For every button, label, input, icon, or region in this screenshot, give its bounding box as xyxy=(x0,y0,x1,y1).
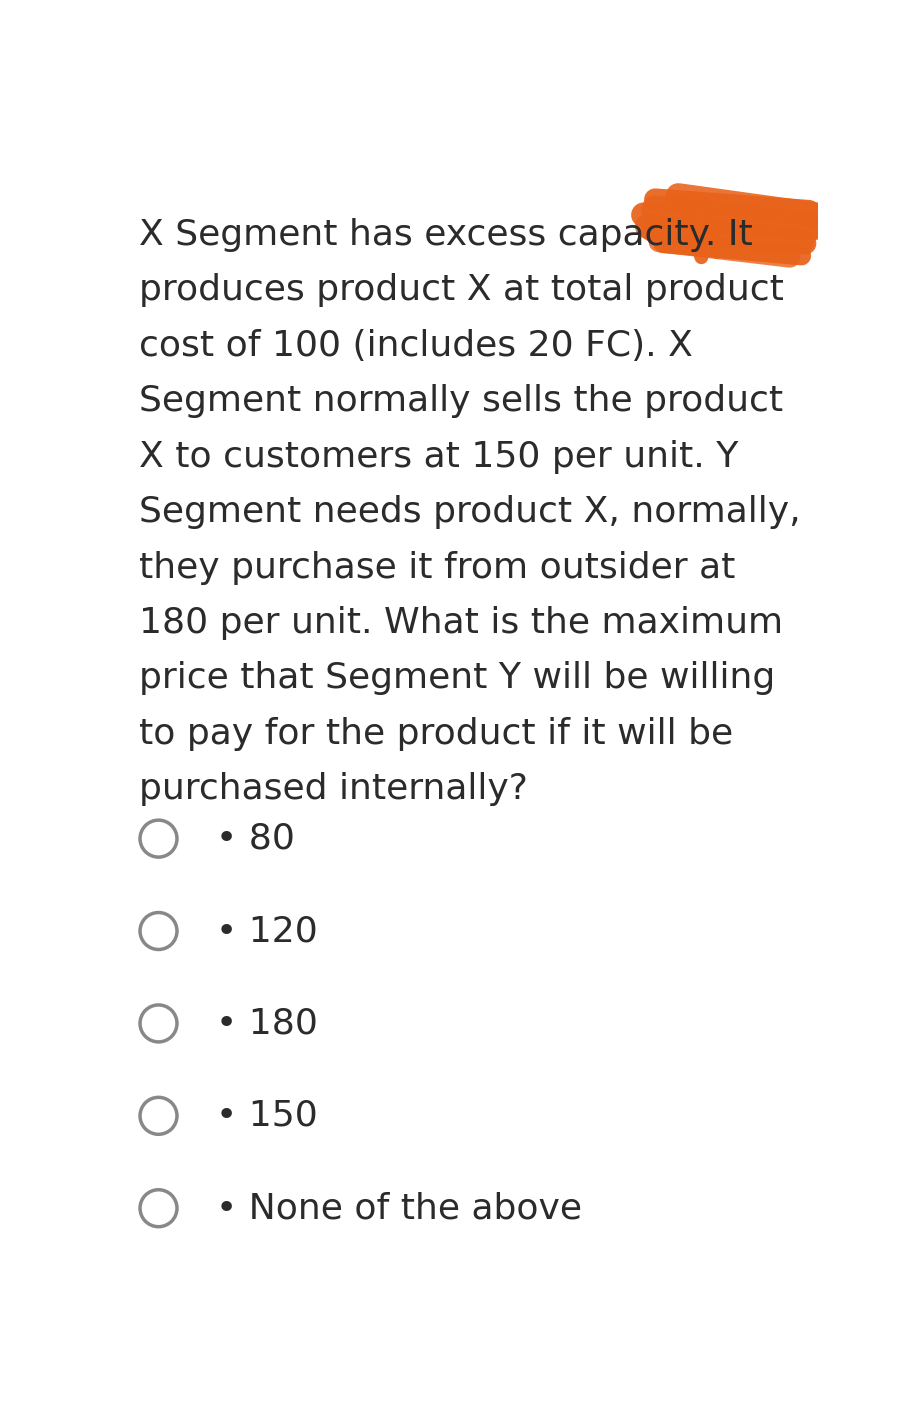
Text: to pay for the product if it will be: to pay for the product if it will be xyxy=(139,717,733,751)
Text: purchased internally?: purchased internally? xyxy=(139,772,528,806)
Text: X Segment has excess capacity. It: X Segment has excess capacity. It xyxy=(139,218,753,252)
Text: • None of the above: • None of the above xyxy=(216,1191,582,1225)
Text: Segment needs product X, normally,: Segment needs product X, normally, xyxy=(139,495,801,529)
Text: • 180: • 180 xyxy=(216,1007,318,1040)
Text: price that Segment Y will be willing: price that Segment Y will be willing xyxy=(139,661,775,696)
Text: • 120: • 120 xyxy=(216,914,318,948)
Text: • 150: • 150 xyxy=(216,1099,318,1133)
Text: 180 per unit. What is the maximum: 180 per unit. What is the maximum xyxy=(139,606,783,640)
Text: X to customers at 150 per unit. Y: X to customers at 150 per unit. Y xyxy=(139,440,739,474)
Text: produces product X at total product: produces product X at total product xyxy=(139,273,784,308)
Text: • 80: • 80 xyxy=(216,821,295,856)
Text: Segment normally sells the product: Segment normally sells the product xyxy=(139,384,783,418)
Text: they purchase it from outsider at: they purchase it from outsider at xyxy=(139,551,735,585)
Text: cost of 100 (includes 20 FC). X: cost of 100 (includes 20 FC). X xyxy=(139,329,693,363)
